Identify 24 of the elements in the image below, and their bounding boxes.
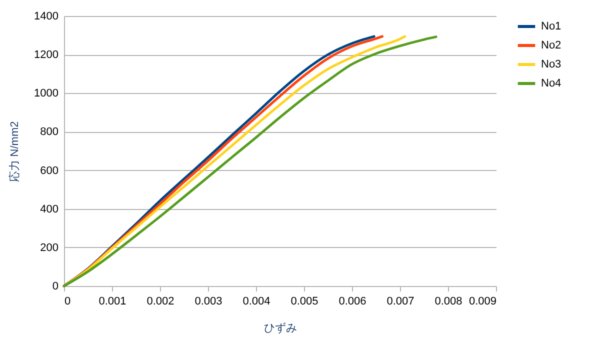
x-tick-label: 0.008 [434, 296, 462, 308]
y-tick-label: 1000 [34, 88, 58, 100]
x-axis-title: ひずみ [264, 322, 297, 334]
x-tick-label: 0.009 [468, 296, 496, 308]
y-tick-label: 600 [40, 164, 58, 177]
x-tick-label: 0 [64, 296, 71, 308]
y-tick-label: 200 [40, 242, 58, 254]
legend-label: No1 [541, 20, 562, 32]
x-tick-label: 0.006 [338, 296, 366, 308]
y-tick-label: 0 [52, 280, 58, 292]
legend-label: No2 [541, 40, 562, 52]
legend-label: No4 [541, 78, 562, 90]
x-tick-label: 0.005 [290, 296, 318, 308]
y-tick-label: 800 [40, 126, 58, 138]
y-tick-label: 400 [40, 203, 58, 216]
x-tick-label: 0.003 [194, 296, 222, 308]
x-tick-label: 0.004 [242, 296, 270, 308]
x-tick-label: 0.001 [98, 296, 126, 308]
x-tick-label: 0.007 [386, 296, 414, 308]
x-tick-label: 0.002 [146, 296, 174, 308]
y-tick-label: 1200 [34, 49, 58, 62]
y-tick-label: 1400 [34, 10, 58, 22]
y-axis-title: 応力 N/mm2 [8, 121, 22, 182]
legend-label: No3 [541, 58, 562, 70]
